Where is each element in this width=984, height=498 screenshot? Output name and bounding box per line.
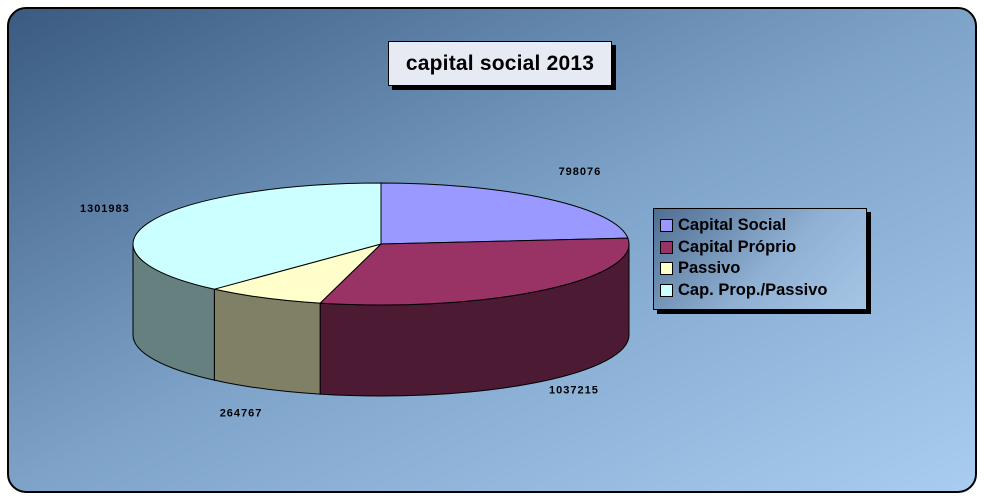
chart-legend: Capital Social Capital Próprio Passivo Cap.…: [653, 208, 867, 310]
data-label-capital-social: 798076: [559, 166, 602, 178]
legend-swatch: [660, 240, 673, 254]
pie-side-passivo: [213, 288, 321, 395]
pie-slice-cap-prop-passivo: [132, 182, 382, 290]
legend-label: Capital Próprio: [678, 237, 797, 256]
legend-item-capital-social: Capital Social: [660, 215, 866, 237]
data-label-passivo: 264767: [220, 408, 263, 420]
legend-swatch: [660, 283, 673, 297]
data-label-cap-prop-passivo: 1301983: [80, 203, 130, 215]
legend-swatch: [660, 219, 673, 233]
pie-slice-capital-social: [380, 182, 629, 245]
chart-title: capital social 2013: [405, 51, 595, 75]
data-label-capital-proprio: 1037215: [549, 384, 599, 396]
pie-chart: [132, 182, 630, 397]
legend-label: Capital Social: [678, 216, 787, 235]
legend-item-passivo: Passivo: [660, 258, 866, 280]
legend-label: Cap. Prop./Passivo: [678, 280, 828, 299]
data-labels: 798076 1037215 264767 1301983: [80, 166, 602, 420]
legend-swatch: [660, 262, 673, 276]
pie-slice-capital-proprio: [318, 237, 630, 306]
legend-item-capital-proprio: Capital Próprio: [660, 237, 866, 259]
legend-item-cap-prop-passivo: Cap. Prop./Passivo: [660, 280, 866, 302]
chart-title-box: capital social 2013: [388, 41, 612, 86]
legend-label: Passivo: [678, 259, 741, 278]
pie-slice-passivo: [214, 243, 383, 304]
